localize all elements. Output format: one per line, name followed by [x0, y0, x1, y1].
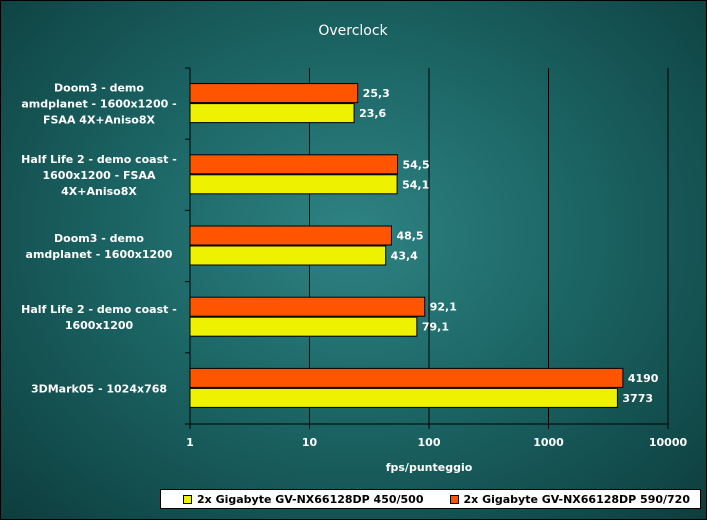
bar-value-label: 54,5 — [402, 158, 429, 171]
category-label: Doom3 - demo — [54, 232, 144, 245]
bar-value-label: 3773 — [622, 392, 653, 405]
category-label: amdplanet - 1600x1200 - — [21, 98, 176, 111]
bar-value-label: 48,5 — [396, 230, 423, 243]
x-tick-labels: 1 10 100 1000 10000 — [186, 436, 687, 449]
legend-swatch-orange — [449, 494, 459, 504]
bars — [189, 83, 624, 408]
bar — [189, 367, 624, 388]
bar — [189, 387, 618, 408]
bar — [189, 296, 426, 317]
x-tick-label: 1 — [186, 436, 194, 449]
x-axis-label: fps/punteggio — [386, 461, 473, 474]
bar-value-label: 79,1 — [422, 321, 449, 334]
bar-value-label: 23,6 — [359, 107, 386, 120]
bar — [189, 174, 398, 195]
category-labels: Doom3 - demo amdplanet - 1600x1200 - FSAA … — [21, 82, 177, 396]
x-tick-label: 10 — [302, 436, 318, 449]
bar-value-label: 25,3 — [363, 87, 390, 100]
category-label: amdplanet - 1600x1200 — [26, 248, 173, 261]
category-label: 1600x1200 — [65, 319, 134, 332]
category-label: 1600x1200 - FSAA — [42, 169, 156, 182]
bar — [189, 103, 355, 124]
bar — [189, 225, 392, 246]
grid-lines — [185, 67, 669, 429]
category-label: Half Life 2 - demo coast - — [21, 153, 177, 166]
x-tick-label: 1000 — [533, 436, 564, 449]
bar — [189, 245, 387, 266]
category-label: FSAA 4X+Aniso8X — [43, 114, 156, 127]
category-label: Doom3 - demo — [54, 82, 144, 95]
x-tick-label: 100 — [418, 436, 441, 449]
bar-value-label: 54,1 — [402, 178, 429, 191]
legend-label: 2x Gigabyte GV-NX66128DP 590/720 — [463, 492, 691, 506]
legend-item-450-500: 2x Gigabyte GV-NX66128DP 450/500 — [183, 493, 424, 506]
bar-value-label: 43,4 — [391, 250, 418, 263]
category-label: Half Life 2 - demo coast - — [21, 303, 177, 316]
category-label: 3DMark05 - 1024x768 — [31, 382, 167, 395]
legend-item-590-720: 2x Gigabyte GV-NX66128DP 590/720 — [449, 492, 691, 506]
bar — [189, 316, 418, 337]
legend: 2x Gigabyte GV-NX66128DP 450/500 2x Giga… — [160, 489, 701, 509]
legend-label: 2x Gigabyte GV-NX66128DP 450/500 — [197, 492, 424, 506]
bar-value-label: 4190 — [628, 372, 659, 385]
chart-title: Overclock — [318, 23, 388, 39]
bar — [189, 83, 359, 104]
bar — [189, 154, 398, 175]
bar-value-label: 92,1 — [430, 301, 457, 314]
bar-value-labels: 25,3 23,6 54,5 54,1 48,5 43,4 92,1 79,1 4190 3773 — [359, 87, 659, 405]
x-tick-label: 10000 — [649, 436, 688, 449]
legend-swatch-yellow — [183, 494, 192, 504]
category-label: 4X+Aniso8X — [61, 185, 137, 198]
